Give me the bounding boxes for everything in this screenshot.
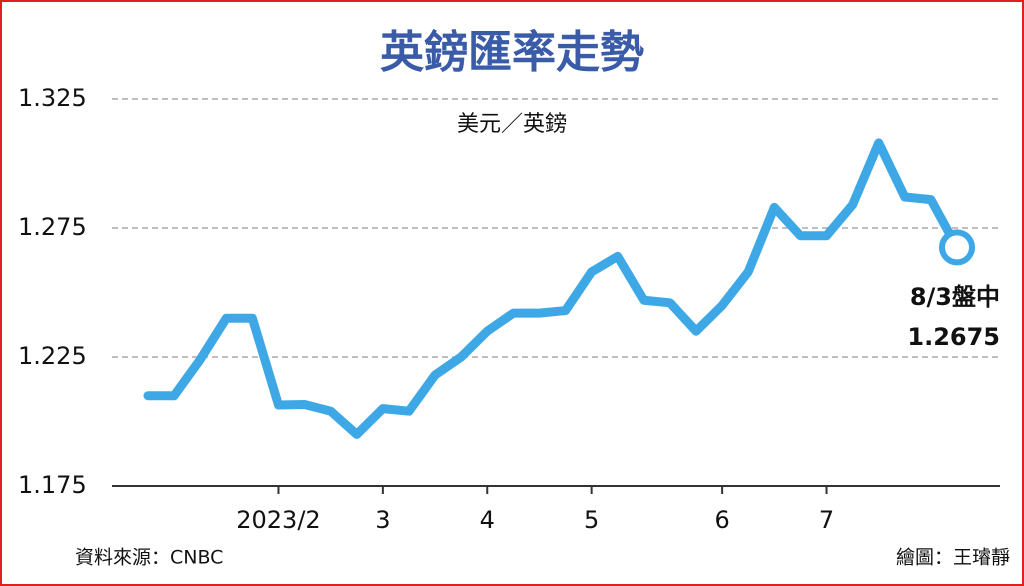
credit: 繪圖：王璿靜 bbox=[896, 547, 1010, 569]
line bbox=[143, 138, 962, 439]
x-tick-label: 2023/2 bbox=[236, 506, 320, 534]
subtitle: 美元／英鎊 bbox=[457, 112, 567, 137]
x-tick-label: 4 bbox=[480, 506, 495, 534]
y-tick-label: 1.325 bbox=[18, 84, 87, 112]
x-tick-label: 3 bbox=[375, 506, 390, 534]
chart-title: 英鎊匯率走勢 bbox=[380, 27, 644, 78]
y-tick-label: 1.225 bbox=[18, 342, 87, 370]
y-tick-label: 1.275 bbox=[18, 213, 87, 241]
x-tick-label: 6 bbox=[714, 506, 729, 534]
annotation-date: 8/3盤中 bbox=[910, 283, 1000, 311]
x-tick-label: 7 bbox=[819, 506, 834, 534]
x-tick-label: 5 bbox=[584, 506, 599, 534]
source: 資料來源：CNBC bbox=[75, 547, 223, 569]
end-point bbox=[939, 229, 975, 266]
y-tick-label: 1.175 bbox=[18, 471, 87, 499]
annotation-value: 1.2675 bbox=[907, 323, 1000, 351]
